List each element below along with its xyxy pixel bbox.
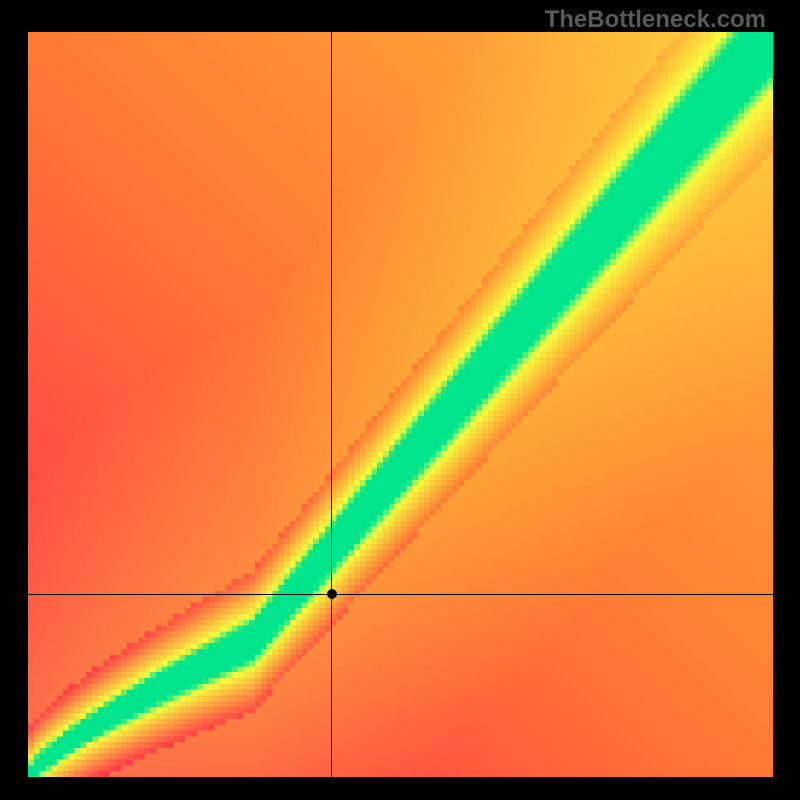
crosshair-vertical: [331, 32, 332, 777]
bottleneck-heatmap: [28, 32, 773, 777]
watermark: TheBottleneck.com: [545, 6, 766, 34]
crosshair-horizontal: [28, 594, 773, 595]
